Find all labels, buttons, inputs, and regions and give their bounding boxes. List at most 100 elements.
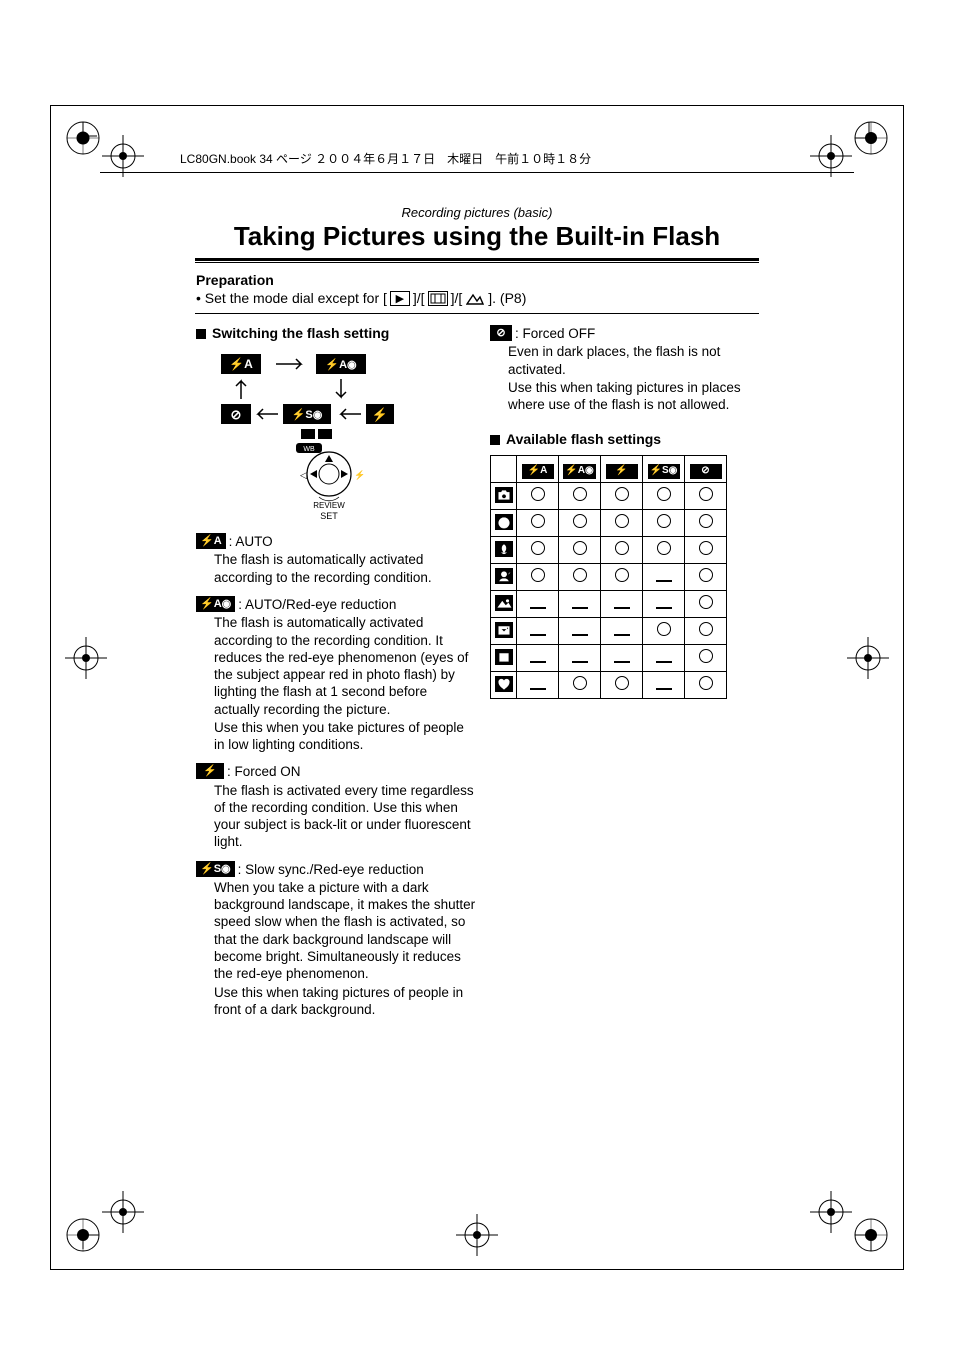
reg-target (102, 135, 144, 177)
available-icon (699, 676, 713, 690)
reg-target (847, 637, 889, 679)
unavailable-icon (656, 688, 672, 690)
table-row-header (491, 645, 517, 672)
table-cell (559, 618, 601, 645)
table-row (491, 564, 727, 591)
table-row (491, 618, 727, 645)
unavailable-icon (572, 661, 588, 663)
flash-forced-on-icon: ⚡ (196, 763, 224, 779)
table-cell (601, 510, 643, 537)
prep-prefix: • Set the mode dial except for [ (196, 290, 387, 306)
table-row (491, 591, 727, 618)
table-row-header (491, 564, 517, 591)
table-cell (685, 672, 727, 699)
available-icon (531, 487, 545, 501)
unavailable-icon (656, 661, 672, 663)
svg-text:WB: WB (303, 446, 315, 453)
table-cell (685, 537, 727, 564)
svg-text:⚡A◉: ⚡A◉ (325, 358, 357, 371)
table-cell (559, 564, 601, 591)
available-icon (615, 487, 629, 501)
mountain-icon (465, 291, 485, 306)
unavailable-icon (530, 607, 546, 609)
svg-text:REVIEW: REVIEW (313, 501, 345, 510)
mode-forced-on-label: : Forced ON (227, 763, 301, 780)
mode-forced-off-label: : Forced OFF (515, 325, 595, 342)
available-icon (699, 514, 713, 528)
unavailable-icon (572, 607, 588, 609)
available-heading: Available flash settings (490, 431, 760, 449)
mode-forced-off: ⊘ : Forced OFF (490, 325, 760, 342)
heart-mode-icon (495, 676, 513, 692)
reg-target (810, 135, 852, 177)
table-cell (517, 537, 559, 564)
available-icon (657, 487, 671, 501)
switching-heading: Switching the flash setting (196, 325, 476, 343)
available-icon (573, 676, 587, 690)
available-icon (699, 622, 713, 636)
crop-mark-bl (65, 1217, 101, 1253)
header-file-info: LC80GN.book 34 ページ ２００４年６月１７日 木曜日 午前１０時１… (180, 150, 591, 167)
table-col-header: ⚡S◉ (643, 456, 685, 483)
table-cell (643, 618, 685, 645)
table-col-header: ⚡A (517, 456, 559, 483)
table-cell (601, 672, 643, 699)
preparation-text: • Set the mode dial except for [ ▶ ]/[ ]… (196, 290, 526, 306)
mode-slow-sync-desc: When you take a picture with a dark back… (214, 879, 476, 983)
available-icon (699, 487, 713, 501)
mode-forced-off-desc: Even in dark places, the flash is not ac… (508, 343, 760, 378)
svg-text:⚡A: ⚡A (229, 357, 253, 371)
table-cell (601, 645, 643, 672)
table-cell (559, 510, 601, 537)
unavailable-icon (614, 607, 630, 609)
page-title: Taking Pictures using the Built-in Flash (0, 221, 954, 252)
table-cell (517, 564, 559, 591)
table-cell (517, 618, 559, 645)
crop-mark-tl (65, 120, 101, 156)
table-col-header: ⚡ (601, 456, 643, 483)
available-icon (657, 541, 671, 555)
available-heading-text: Available flash settings (506, 431, 661, 449)
section-rule (195, 313, 759, 314)
macro-mode-icon (495, 541, 513, 557)
flash-mode-icon: ⚡ (606, 464, 638, 479)
available-icon (615, 541, 629, 555)
available-icon (573, 487, 587, 501)
table-cell (517, 672, 559, 699)
svg-text:⚡: ⚡ (354, 469, 365, 481)
table-cell (643, 672, 685, 699)
unavailable-icon (530, 661, 546, 663)
switching-heading-text: Switching the flash setting (212, 325, 389, 343)
flash-mode-icon: ⚡S◉ (648, 464, 680, 479)
flash-mode-icon: ⚡A (522, 464, 554, 479)
flash-auto-redeye-icon: ⚡A◉ (196, 596, 235, 612)
reg-target (65, 637, 107, 679)
table-row (491, 483, 727, 510)
mode-auto-redeye-desc2: Use this when you take pictures of peopl… (214, 719, 476, 754)
svg-text:◁: ◁ (300, 470, 307, 480)
table-row (491, 510, 727, 537)
table-row (491, 672, 727, 699)
flash-mode-icon: ⚡A◉ (563, 464, 595, 479)
prep-mid2: ]/[ (451, 290, 463, 306)
header-rule (100, 172, 854, 173)
night-mode-icon (495, 622, 513, 638)
table-cell (685, 483, 727, 510)
table-cell (643, 645, 685, 672)
camera-mode-icon (495, 487, 513, 503)
mode-slow-sync-desc2: Use this when taking pictures of people … (214, 984, 476, 1019)
available-icon (531, 541, 545, 555)
category-label: Recording pictures (basic) (0, 205, 954, 220)
table-cell (559, 672, 601, 699)
flash-mode-icon: ⊘ (690, 464, 722, 479)
available-icon (531, 568, 545, 582)
flash-availability-table: ⚡A ⚡A◉ ⚡ ⚡S◉ ⊘ (490, 455, 727, 699)
table-row-header (491, 591, 517, 618)
table-row-header (491, 510, 517, 537)
table-row (491, 537, 727, 564)
table-row-header (491, 672, 517, 699)
table-cell (559, 645, 601, 672)
table-cell (685, 564, 727, 591)
mode-slow-sync-label: : Slow sync./Red-eye reduction (238, 861, 424, 878)
unavailable-icon (614, 661, 630, 663)
